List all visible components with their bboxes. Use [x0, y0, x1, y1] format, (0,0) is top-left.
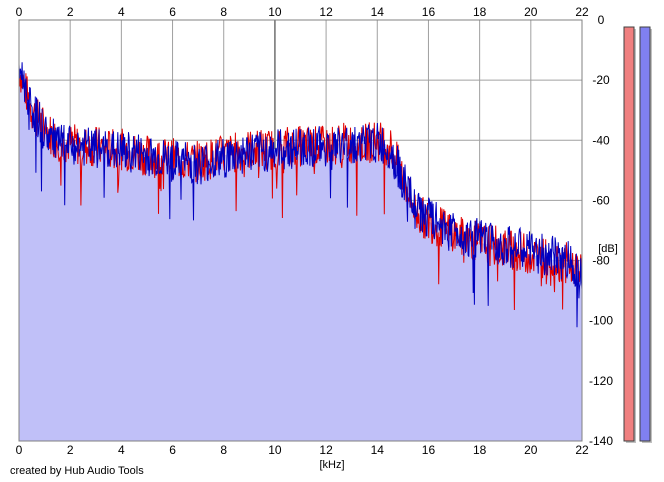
x-tick-label-top: 16: [422, 5, 436, 19]
y-tick-label: -80: [592, 254, 610, 268]
credit-text: created by Hub Audio Tools: [10, 465, 144, 477]
y-axis-unit-label: [dB]: [598, 243, 618, 255]
x-tick-label-top: 0: [16, 5, 23, 19]
x-tick-label-bottom: 6: [169, 443, 176, 457]
x-tick-label-top: 2: [67, 5, 74, 19]
x-tick-label-top: 6: [169, 5, 176, 19]
y-tick-label: -140: [589, 434, 613, 448]
x-tick-label-bottom: 18: [473, 443, 487, 457]
x-tick-label-bottom: 0: [16, 443, 23, 457]
level-meter-2: [639, 26, 651, 442]
level-meters: [623, 26, 652, 443]
x-tick-label-bottom: 12: [319, 443, 333, 457]
series-line-2: [18, 62, 583, 328]
x-tick-label-bottom: 16: [422, 443, 436, 457]
x-tick-label-bottom: 22: [575, 443, 589, 457]
x-tick-label-top: 20: [524, 5, 538, 19]
y-tick-label: -20: [592, 73, 610, 87]
y-tick-label: -60: [592, 193, 610, 207]
x-tick-label-bottom: 4: [118, 443, 125, 457]
x-tick-label-top: 4: [118, 5, 125, 19]
x-tick-label-bottom: 20: [524, 443, 538, 457]
x-tick-label-top: 10: [268, 5, 282, 19]
plot-frame: [18, 19, 583, 442]
x-tick-label-bottom: 2: [67, 443, 74, 457]
x-tick-label-top: 14: [371, 5, 385, 19]
level-meter-1: [623, 26, 635, 442]
x-tick-labels-bottom: 0 2 4 6 8 10 12 14 16 18 20 22: [16, 443, 589, 457]
x-axis-unit-label: [kHz]: [319, 459, 344, 471]
x-tick-label-bottom: 8: [220, 443, 227, 457]
series-layer: [18, 62, 583, 328]
x-tick-label-top: 22: [575, 5, 589, 19]
y-tick-label: 0: [598, 13, 605, 27]
x-tick-label-bottom: 10: [268, 443, 282, 457]
y-tick-label: -120: [589, 374, 613, 388]
y-tick-labels: 0 -20 -40 -60 -80 -100 -120 -140: [589, 13, 613, 448]
series-line-1: [18, 68, 583, 311]
x-tick-label-top: 12: [319, 5, 333, 19]
x-tick-label-bottom: 14: [371, 443, 385, 457]
x-tick-label-top: 8: [220, 5, 227, 19]
y-tick-label: -40: [592, 133, 610, 147]
x-tick-label-top: 18: [473, 5, 487, 19]
y-tick-label: -100: [589, 314, 613, 328]
x-tick-labels-top: 0 2 4 6 8 10 12 14 16 18 20 22: [16, 5, 589, 19]
